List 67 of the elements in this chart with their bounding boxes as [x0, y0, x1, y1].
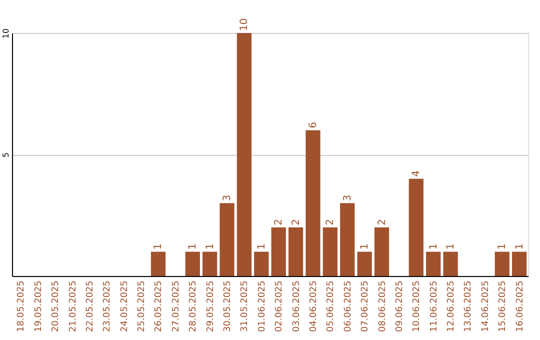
data-label: 3	[222, 194, 234, 202]
data-label: 4	[411, 170, 422, 177]
bar	[374, 227, 390, 276]
data-label: 1	[153, 243, 164, 250]
data-label: 6	[308, 122, 319, 128]
x-tick-label: 25.05.2025	[137, 280, 148, 332]
x-tick-label: 22.05.2025	[85, 280, 96, 332]
x-tick-label: 29.05.2025	[206, 280, 216, 332]
bar	[408, 178, 424, 276]
data-label: 2	[274, 219, 285, 226]
bar	[220, 203, 234, 276]
bar	[236, 33, 252, 276]
data-label: 1	[204, 243, 216, 250]
bar	[340, 203, 355, 276]
bar	[202, 252, 218, 276]
x-tick-label: 27.05.2025	[171, 280, 182, 332]
x-tick-label: 04.06.2025	[308, 280, 319, 332]
data-label: 10	[239, 18, 250, 31]
x-tick-label: 12.06.2025	[446, 280, 457, 332]
data-label: 1	[428, 243, 440, 250]
x-tick-label: 16.06.2025	[515, 280, 526, 332]
x-tick-label: 26.05.2025	[154, 280, 164, 332]
bar	[512, 252, 527, 276]
x-tick-label: 10.06.2025	[412, 280, 422, 332]
x-tick-label: 20.05.2025	[51, 280, 62, 332]
x-tick-label: 19.05.2025	[34, 280, 44, 332]
bar	[185, 252, 200, 276]
x-tick-label: 24.05.2025	[120, 280, 130, 332]
bar	[494, 252, 510, 276]
data-label: 1	[497, 243, 508, 250]
x-tick-label: 03.06.2025	[292, 280, 302, 332]
x-tick-label: 18.05.2025	[16, 280, 27, 332]
x-tick-label: 30.05.2025	[223, 280, 234, 332]
bar	[322, 227, 338, 276]
x-tick-label: 31.05.2025	[240, 280, 250, 332]
x-tick-label: 06.06.2025	[343, 280, 354, 332]
x-tick-label: 13.06.2025	[464, 280, 474, 332]
data-label: 1	[446, 243, 457, 250]
data-label: 1	[256, 243, 268, 250]
x-tick-label: 01.06.2025	[257, 280, 268, 332]
x-tick-label: 15.06.2025	[498, 280, 508, 332]
y-tick-label: 5	[2, 152, 10, 158]
x-tick-label: 28.05.2025	[188, 280, 199, 332]
bar	[288, 227, 304, 276]
x-tick-label: 21.05.2025	[68, 280, 78, 332]
data-label: 2	[376, 219, 388, 226]
data-label: 3	[342, 194, 354, 202]
data-label: 1	[514, 243, 526, 250]
x-tick-label: 23.05.2025	[102, 280, 113, 332]
x-tick-label: 14.06.2025	[480, 280, 491, 332]
bar	[357, 252, 372, 276]
x-tick-label: 05.06.2025	[326, 280, 336, 332]
bar	[254, 252, 269, 276]
x-tick-label: 02.06.2025	[274, 280, 285, 332]
bar	[150, 252, 166, 276]
data-label: 1	[188, 243, 199, 250]
x-tick-label: 09.06.2025	[394, 280, 405, 332]
data-label: 2	[325, 219, 336, 226]
x-tick-label: 08.06.2025	[378, 280, 388, 332]
bar	[306, 130, 320, 276]
x-tick-label: 11.06.2025	[429, 280, 440, 332]
data-label: 2	[290, 219, 302, 226]
bar	[426, 252, 441, 276]
data-label: 1	[360, 243, 371, 250]
x-tick-label: 07.06.2025	[360, 280, 371, 332]
bar	[443, 252, 458, 276]
bar	[271, 227, 286, 276]
